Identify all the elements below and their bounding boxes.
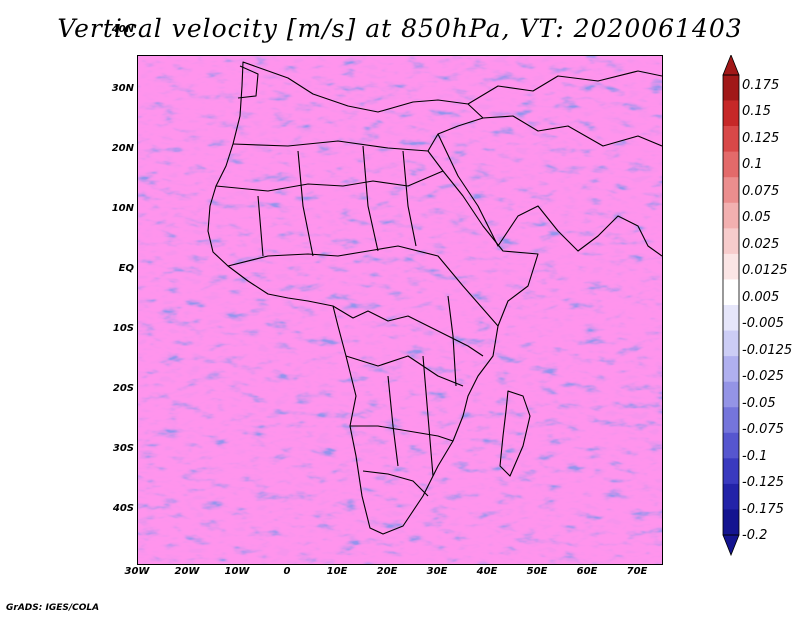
colorbar-label: -0.175 bbox=[742, 502, 784, 517]
colorbar-swatch bbox=[723, 100, 739, 127]
colorbar-swatch bbox=[723, 177, 739, 204]
lon-label-30e: 30E bbox=[426, 566, 448, 577]
coastlines-and-borders bbox=[207, 61, 662, 535]
lon-label-20e: 20E bbox=[376, 566, 398, 577]
colorbar-label: -0.125 bbox=[742, 475, 784, 490]
lat-label-30n: 30N bbox=[111, 83, 134, 94]
colorbar-swatch bbox=[723, 356, 739, 382]
lat-label-40n: 40N bbox=[111, 24, 134, 35]
colorbar-label: -0.005 bbox=[742, 316, 784, 331]
colorbar-swatch bbox=[723, 305, 739, 331]
colorbar-label: -0.075 bbox=[742, 422, 784, 437]
lat-label-10s: 10S bbox=[112, 323, 134, 334]
lat-label-20n: 20N bbox=[111, 143, 134, 154]
colorbar-swatch bbox=[723, 202, 739, 229]
colorbar-swatch bbox=[723, 228, 739, 255]
colorbar-label: 0.1 bbox=[742, 157, 763, 172]
colorbar-swatch bbox=[723, 407, 739, 434]
colorbar-min-arrow bbox=[722, 534, 740, 557]
colorbar-label: 0.175 bbox=[742, 78, 780, 93]
lon-label-0: 0 bbox=[283, 566, 291, 577]
colorbar bbox=[722, 55, 740, 557]
colorbar-swatch bbox=[723, 75, 739, 101]
colorbar-swatch bbox=[723, 253, 739, 280]
colorbar-frame bbox=[722, 74, 740, 536]
lat-label-40s: 40S bbox=[112, 503, 134, 514]
vertical-velocity-map bbox=[138, 56, 662, 564]
colorbar-label: 0.05 bbox=[742, 210, 771, 225]
colorbar-label: -0.2 bbox=[742, 528, 768, 543]
lon-label-60e: 60E bbox=[576, 566, 598, 577]
colorbar-swatch bbox=[723, 330, 739, 357]
colorbar-swatch bbox=[723, 151, 739, 178]
colorbar-label: 0.005 bbox=[742, 290, 780, 305]
colorbar-label: 0.0125 bbox=[742, 263, 788, 278]
colorbar-label: 0.075 bbox=[742, 184, 780, 199]
lon-label-40e: 40E bbox=[476, 566, 498, 577]
lon-label-10w: 10W bbox=[224, 566, 250, 577]
colorbar-swatch bbox=[723, 432, 739, 459]
colorbar-swatch bbox=[723, 458, 739, 485]
map-panel bbox=[137, 55, 663, 565]
colorbar-label: 0.125 bbox=[742, 131, 780, 146]
chart-title: Vertical velocity [m/s] at 850hPa, VT: 2… bbox=[57, 14, 743, 43]
colorbar-label: 0.15 bbox=[742, 104, 771, 119]
colorbar-swatch bbox=[723, 509, 739, 536]
vertical-velocity-field bbox=[138, 56, 662, 564]
lon-label-30w: 30W bbox=[124, 566, 150, 577]
footer-credit: GrADS: IGES/COLA bbox=[6, 603, 100, 613]
colorbar-label: -0.025 bbox=[742, 369, 784, 384]
lon-label-10e: 10E bbox=[326, 566, 348, 577]
colorbar-swatch bbox=[723, 279, 739, 306]
lat-label-30s: 30S bbox=[112, 443, 134, 454]
lat-label-10n: 10N bbox=[111, 203, 134, 214]
lat-label-20s: 20S bbox=[112, 383, 134, 394]
lat-label-eq: EQ bbox=[118, 263, 134, 274]
colorbar-swatch bbox=[723, 483, 739, 510]
colorbar-label: -0.05 bbox=[742, 396, 776, 411]
lon-label-70e: 70E bbox=[626, 566, 648, 577]
colorbar-label: 0.025 bbox=[742, 237, 780, 252]
colorbar-swatch bbox=[723, 381, 739, 408]
colorbar-max-arrow bbox=[722, 55, 740, 76]
colorbar-label: -0.0125 bbox=[742, 343, 793, 358]
colorbar-swatch bbox=[723, 126, 739, 152]
lon-label-20w: 20W bbox=[174, 566, 200, 577]
lon-label-50e: 50E bbox=[526, 566, 548, 577]
colorbar-label: -0.1 bbox=[742, 449, 768, 464]
